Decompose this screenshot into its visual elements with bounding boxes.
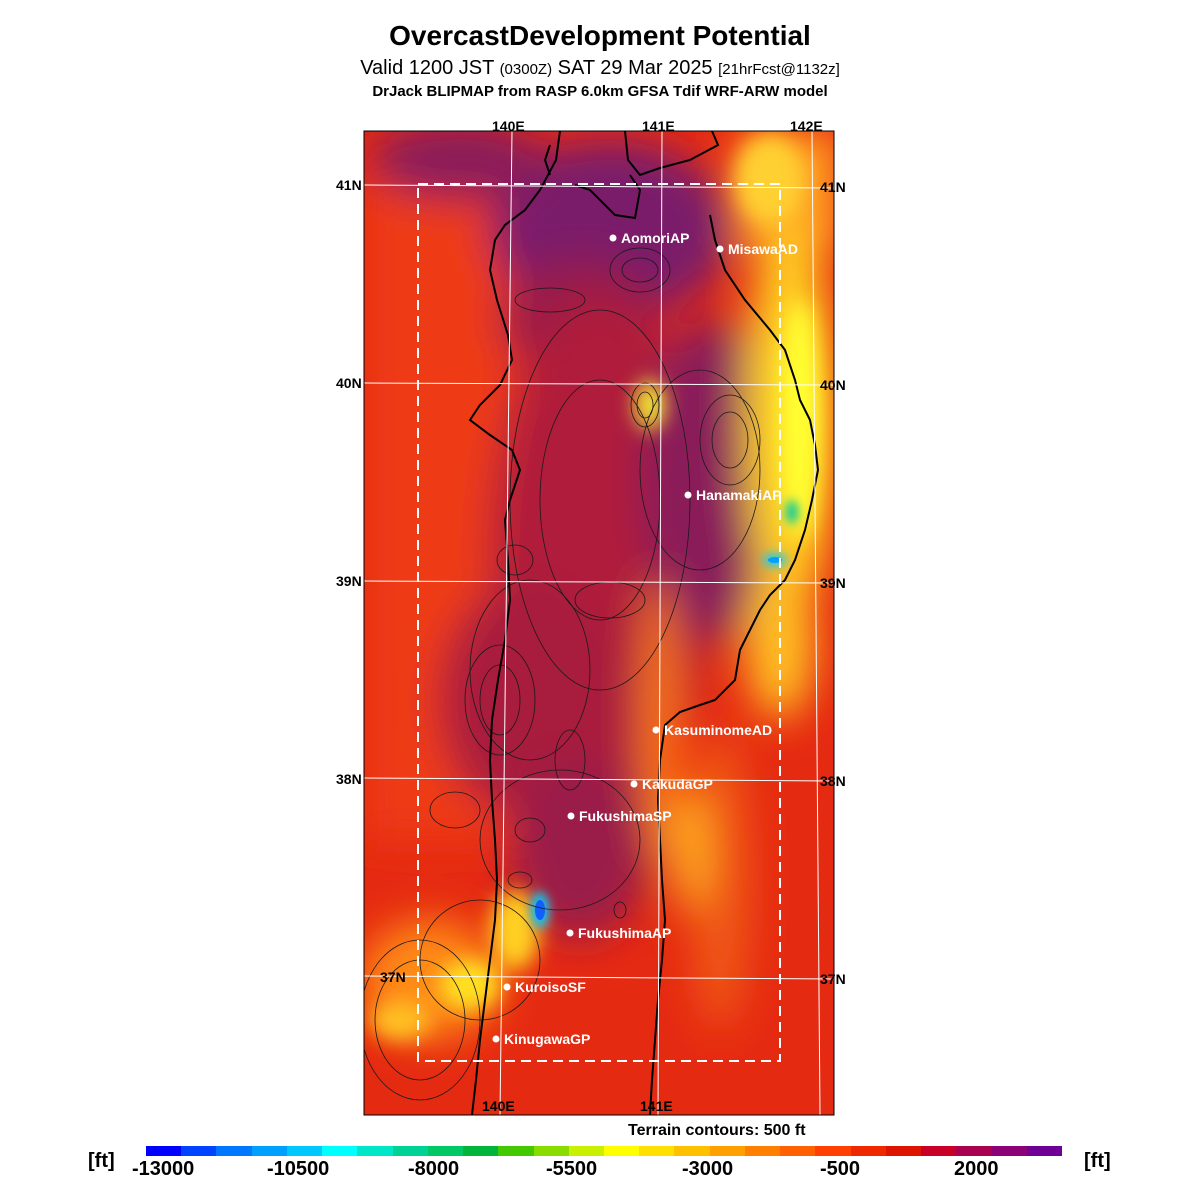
colorbar-tick-label: -5500 [546,1158,598,1180]
lat-label-right: 41N [820,179,846,195]
station-dot [630,780,638,788]
colorbar-cell [463,1146,499,1156]
utc-time: (0300Z) [499,61,553,78]
inner-domain-boundary [417,183,781,1062]
valid-time: Valid 1200 JST [360,57,494,79]
lat-label-left: 40N [336,375,362,391]
colorbar-unit-left: [ft] [88,1150,115,1172]
lat-label-right: 39N [820,575,846,591]
station-dot [652,726,660,734]
station-dot [609,234,617,242]
colorbar-unit-right: [ft] [1084,1150,1111,1172]
lat-label-right: 37N [820,971,846,987]
colorbar-cell [498,1146,535,1156]
colorbar-cell [709,1146,746,1156]
colorbar-cell [286,1146,323,1156]
colorbar-cell [146,1146,182,1156]
colorbar-tick-label: -10500 [267,1158,330,1180]
forecast-info: [21hrFcst@1132z] [718,61,840,78]
station-label-hanamaki: HanamakiAP [696,487,782,503]
colorbar-tick-label: -3000 [682,1158,734,1180]
colorbar-cell [604,1146,640,1156]
station-label-kuroiso: KuroisoSF [515,979,586,995]
valid-date: SAT 29 Mar 2025 [557,57,713,79]
map-title: OvercastDevelopment Potential [389,20,811,51]
colorbar-cell [251,1146,288,1156]
coastline [468,131,820,1115]
station-dot [503,983,511,991]
colorbar-tick-label: -13000 [132,1158,195,1180]
colorbar-cell [674,1146,711,1156]
station-dot [716,245,724,253]
colorbar-cell [639,1146,675,1156]
station-label-misawa: MisawaAD [728,241,799,257]
station-label-fukushima-ap: FukushimaAP [578,925,672,941]
terrain-contour-note: Terrain contours: 500 ft [628,1122,806,1139]
lon-label-bottom: 140E [482,1098,515,1114]
station-label-kasuminome: KasuminomeAD [664,722,773,738]
colorbar-cell [322,1146,358,1156]
lon-label-bottom: 141E [640,1098,673,1114]
colorbar-cell [181,1146,217,1156]
colorbar-cell [885,1146,922,1156]
station-dots [492,234,724,1043]
station-dot [492,1035,500,1043]
lon-label-top: 140E [492,118,525,134]
station-label-kakuda: KakudaGP [642,776,713,792]
lat-label-left: 41N [336,177,362,193]
station-dot [566,929,574,937]
station-label-fukushima-sp: FukushimaSP [579,808,672,824]
colorbar-cell [780,1146,816,1156]
colorbar-cell [533,1146,570,1156]
lat-lon-grid [364,131,834,1115]
station-label-aomori: AomoriAP [621,230,690,246]
station-dot [567,812,575,820]
lat-label-left: 39N [336,573,362,589]
lat-label-right: 38N [820,773,846,789]
colorbar-cell [427,1146,464,1156]
colorbar-cell [815,1146,852,1156]
colorbar-tick-label: -500 [820,1158,861,1180]
station-dot [684,491,692,499]
valid-time-line: Valid 1200 JST (0300Z) SAT 29 Mar 2025 [… [0,57,1200,80]
colorbar-tick-label: 2000 [954,1158,999,1180]
colorbar-cell [357,1146,394,1156]
colorbar-cell [744,1146,781,1156]
colorbar-cell [216,1146,253,1156]
colorbar-cell [392,1146,429,1156]
map-frame [363,130,835,1116]
model-description: DrJack BLIPMAP from RASP 6.0km GFSA Tdif… [372,83,828,100]
colorbar-cell [1026,1146,1063,1156]
lat-label-right: 40N [820,377,846,393]
lat-label-left: 38N [336,771,362,787]
colorbar-cell [921,1146,957,1156]
station-label-kinugawa: KinugawaGP [504,1031,591,1047]
colorbar-tick-label: -8000 [408,1158,460,1180]
lat-label-left: 37N [380,969,406,985]
colorbar-cell [956,1146,993,1156]
colorbar-cell [991,1146,1028,1156]
colorbar-cell [850,1146,887,1156]
lon-label-top: 141E [642,118,675,134]
colorbar-cell [568,1146,605,1156]
lon-label-top: 142E [790,118,823,134]
